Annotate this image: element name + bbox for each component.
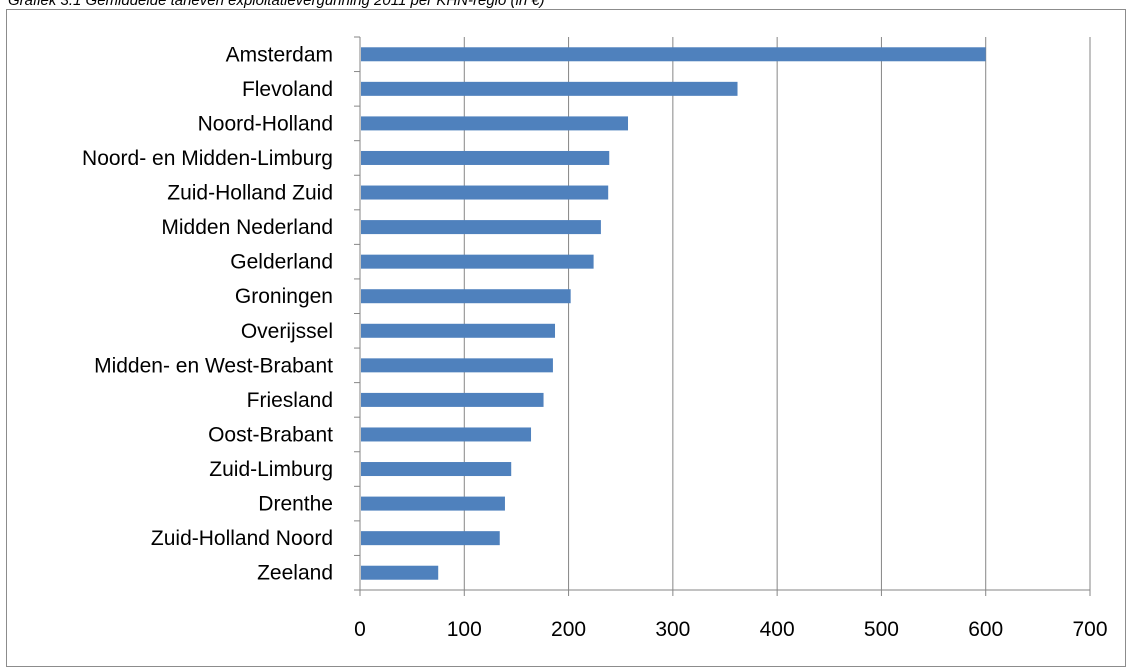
category-label: Amsterdam xyxy=(226,43,333,66)
category-label: Noord- en Midden-Limburg xyxy=(82,147,333,170)
bar xyxy=(361,496,505,511)
category-label: Midden- en West-Brabant xyxy=(94,354,333,377)
bar xyxy=(361,462,512,477)
x-tick-label: 100 xyxy=(447,618,482,641)
category-label: Drenthe xyxy=(258,493,333,516)
category-label: Gelderland xyxy=(230,251,333,274)
category-label: Flevoland xyxy=(242,78,333,101)
bar xyxy=(361,358,553,373)
x-tick-label: 400 xyxy=(760,618,795,641)
category-label: Oost-Brabant xyxy=(208,423,333,446)
category-label: Groningen xyxy=(235,285,333,308)
bar xyxy=(361,565,439,580)
category-label: Zuid-Holland Noord xyxy=(151,527,333,550)
bar xyxy=(361,289,571,304)
bar xyxy=(361,220,601,235)
bar xyxy=(361,81,738,96)
bar xyxy=(361,116,629,131)
x-tick-label: 0 xyxy=(354,618,366,641)
bar xyxy=(361,254,594,269)
bar xyxy=(361,185,609,200)
category-label: Zuid-Holland Zuid xyxy=(167,182,333,205)
category-label: Midden Nederland xyxy=(161,216,333,239)
bar xyxy=(361,427,532,442)
x-tick-label: 200 xyxy=(551,618,586,641)
x-tick-label: 300 xyxy=(655,618,690,641)
bar xyxy=(361,531,500,546)
category-label: Friesland xyxy=(247,389,333,412)
bar xyxy=(361,392,544,407)
axes xyxy=(354,36,1091,596)
bar xyxy=(361,150,610,165)
category-label: Noord-Holland xyxy=(198,112,333,135)
x-tick-label: 600 xyxy=(968,618,1003,641)
category-labels: Amsterdam Flevoland Noord-Holland Noord- en… xyxy=(82,43,333,584)
category-label: Zuid-Limburg xyxy=(209,458,333,481)
bar xyxy=(361,323,556,338)
bar xyxy=(361,47,986,62)
x-tick-labels: 0 100 200 300 400 500 600 700 xyxy=(354,618,1107,641)
chart-caption: Grafiek 3.1 Gemiddelde tarieven exploita… xyxy=(8,0,545,9)
category-label: Zeeland xyxy=(257,562,333,585)
x-tick-label: 500 xyxy=(864,618,899,641)
category-label: Overijssel xyxy=(241,320,333,343)
x-tick-label: 700 xyxy=(1072,618,1107,641)
bars xyxy=(361,47,986,580)
